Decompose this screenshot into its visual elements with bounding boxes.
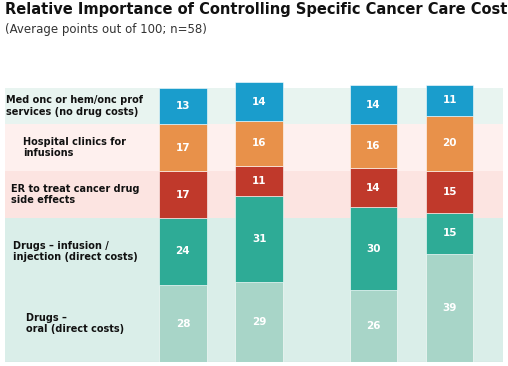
Text: 30: 30 bbox=[366, 244, 380, 254]
Text: 11: 11 bbox=[442, 96, 457, 105]
Text: Med onc or hem/onc prof
services (no drug costs): Med onc or hem/onc prof services (no dru… bbox=[7, 95, 143, 117]
Bar bbox=[350, 85, 397, 124]
Text: 26: 26 bbox=[366, 321, 380, 331]
Bar bbox=[426, 116, 473, 171]
Text: 16: 16 bbox=[366, 141, 380, 151]
Text: 29: 29 bbox=[252, 317, 266, 327]
Bar bbox=[235, 165, 282, 196]
Text: Drugs –
oral (direct costs): Drugs – oral (direct costs) bbox=[26, 313, 124, 334]
Bar bbox=[350, 168, 397, 207]
Bar bbox=[145, 171, 503, 218]
Text: 11: 11 bbox=[252, 176, 266, 186]
Bar bbox=[235, 282, 282, 362]
Text: (Average points out of 100; n=58): (Average points out of 100; n=58) bbox=[5, 23, 207, 36]
Text: 15: 15 bbox=[442, 228, 457, 239]
Text: 17: 17 bbox=[176, 142, 190, 153]
Text: 31: 31 bbox=[252, 234, 266, 244]
Bar bbox=[350, 207, 397, 290]
Bar bbox=[5, 124, 145, 171]
Text: Hospital clinics for
infusions: Hospital clinics for infusions bbox=[23, 137, 126, 158]
Bar bbox=[5, 171, 145, 218]
Text: 24: 24 bbox=[176, 246, 190, 257]
Bar bbox=[5, 285, 145, 362]
Bar bbox=[426, 254, 473, 362]
Text: Drugs – infusion /
injection (direct costs): Drugs – infusion / injection (direct cos… bbox=[13, 241, 137, 262]
Text: ER to treat cancer drug
side effects: ER to treat cancer drug side effects bbox=[11, 184, 139, 205]
Bar bbox=[160, 171, 206, 218]
Text: 13: 13 bbox=[176, 101, 190, 111]
Bar bbox=[426, 171, 473, 213]
Bar bbox=[5, 88, 145, 124]
Bar bbox=[426, 85, 473, 116]
Bar bbox=[426, 213, 473, 254]
Bar bbox=[235, 82, 282, 121]
Bar bbox=[160, 124, 206, 171]
Text: Relative Importance of Controlling Specific Cancer Care Costs: Relative Importance of Controlling Speci… bbox=[5, 2, 508, 17]
Bar bbox=[235, 196, 282, 282]
Text: 20: 20 bbox=[442, 138, 457, 148]
Text: 14: 14 bbox=[366, 100, 380, 109]
Bar bbox=[235, 121, 282, 165]
Text: 28: 28 bbox=[176, 318, 190, 329]
Bar bbox=[160, 285, 206, 362]
Text: 14: 14 bbox=[366, 183, 380, 193]
Text: 14: 14 bbox=[252, 97, 266, 107]
Bar bbox=[145, 218, 503, 285]
Bar bbox=[145, 124, 503, 171]
Text: 39: 39 bbox=[442, 303, 457, 313]
Text: 17: 17 bbox=[176, 190, 190, 200]
Bar bbox=[5, 218, 145, 285]
Bar bbox=[160, 218, 206, 285]
Text: 16: 16 bbox=[252, 138, 266, 148]
Bar bbox=[350, 124, 397, 168]
Bar bbox=[145, 285, 503, 362]
Bar bbox=[350, 290, 397, 362]
Bar bbox=[160, 88, 206, 124]
Bar bbox=[145, 88, 503, 124]
Text: 15: 15 bbox=[442, 187, 457, 197]
